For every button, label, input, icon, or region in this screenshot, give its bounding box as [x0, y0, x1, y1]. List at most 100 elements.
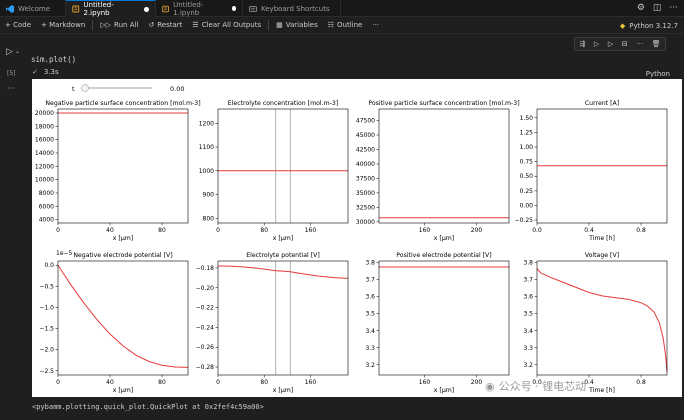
x-tick-label: 0.4 — [584, 227, 594, 234]
restart-icon: ↺ — [148, 21, 155, 29]
x-axis-label: x [μm] — [273, 387, 293, 394]
series-line — [536, 268, 668, 372]
x-axis-label: x [μm] — [113, 387, 133, 394]
axes-frame — [378, 260, 510, 376]
y-tick-label: 14000 — [35, 150, 54, 157]
y-tick-label: 0.00 — [520, 202, 534, 209]
axes-frame — [217, 108, 349, 224]
x-tick-label: 0 — [216, 379, 220, 386]
run-cell-icon[interactable]: ▷ — [6, 47, 13, 57]
cell-language[interactable]: Python — [645, 70, 670, 78]
x-tick-label: 0.8 — [636, 227, 646, 234]
kernel-picker[interactable]: ◆ Python 3.12.7 — [620, 17, 678, 34]
subplot-title: Negative electrode potential [V] — [73, 252, 172, 259]
split-cell-icon[interactable]: ⊟ — [621, 40, 628, 48]
axis-offset-text: 1e−5 — [56, 250, 73, 257]
y-tick-label: −0.25 — [515, 217, 534, 224]
subplot: Negative particle surface concentration … — [35, 100, 201, 242]
y-tick-label: 0.75 — [520, 159, 534, 166]
y-tick-label: 1.50 — [520, 115, 534, 122]
editor-actions: ⚙ ◫ ··· — [637, 3, 678, 13]
subplot: Electrolyte potential [V] −0.18 −0.20 −0.22… — [196, 252, 349, 394]
execute-below-icon[interactable]: ▷ — [607, 40, 614, 48]
y-tick-label: 40000 — [356, 161, 375, 168]
tab-untitled-2[interactable]: Untitled-2.ipynb — [66, 0, 156, 17]
notebook-toolbar: + Code + Markdown ▷▷ Run All ↺ Restart ☰… — [0, 17, 684, 34]
axes-frame — [536, 108, 668, 224]
chevron-down-icon[interactable]: ⌄ — [15, 48, 21, 55]
y-tick-label: 3.4 — [365, 328, 375, 335]
series-line — [57, 264, 189, 368]
add-code-button[interactable]: + Code — [5, 21, 32, 29]
unsaved-dot-icon[interactable] — [144, 6, 149, 12]
y-tick-label: 3.7 — [365, 277, 375, 284]
y-tick-label: −2.0 — [39, 347, 54, 354]
run-by-line-icon[interactable]: ⇶ — [579, 40, 586, 48]
tab-keyboard-shortcuts[interactable]: Keyboard Shortcuts — [243, 0, 341, 17]
output-more-icon[interactable]: ··· — [7, 84, 15, 93]
y-tick-label: −0.26 — [196, 344, 215, 351]
y-tick-label: 0.25 — [520, 188, 534, 195]
unsaved-dot-icon[interactable] — [231, 6, 236, 11]
outline-button[interactable]: ☷ Outline — [323, 17, 368, 34]
subplot-grid: Negative particle surface concentration … — [35, 100, 668, 394]
x-tick-label: 80 — [158, 227, 166, 234]
axes-frame — [57, 260, 189, 376]
add-markdown-button[interactable]: + Markdown — [41, 21, 86, 29]
keyboard-icon — [249, 5, 257, 12]
x-tick-label: 40 — [106, 227, 114, 234]
y-tick-label: 3.2 — [523, 362, 533, 369]
y-tick-label: 37500 — [356, 175, 375, 182]
trash-icon[interactable]: 🗑 — [651, 40, 661, 48]
y-tick-label: 18000 — [35, 123, 54, 130]
wechat-icon: ◉ — [485, 379, 495, 393]
y-tick-label: 3.8 — [365, 260, 375, 267]
x-tick-label: 200 — [471, 379, 483, 386]
editor-tab-bar: Welcome Untitled-2.ipynb Untitled-1.ipyn… — [0, 0, 684, 17]
y-tick-label: 800 — [203, 215, 215, 222]
cell-more-icon[interactable]: ··· — [636, 40, 644, 48]
x-tick-label: 0.0 — [532, 379, 542, 386]
kernel-label: Python 3.12.7 — [629, 21, 678, 30]
y-tick-label: 4000 — [39, 217, 54, 224]
restart-button[interactable]: ↺ Restart — [143, 17, 187, 34]
code-editor[interactable]: sim.plot() — [27, 52, 667, 68]
x-tick-label: 200 — [471, 227, 483, 234]
x-axis-label: x [μm] — [113, 235, 133, 242]
split-editor-icon[interactable]: ◫ — [652, 3, 662, 13]
execute-above-icon[interactable]: ▷ — [593, 40, 600, 48]
execution-count: [5] — [7, 70, 16, 77]
code-line: sim.plot() — [31, 55, 77, 64]
series-line — [217, 265, 349, 279]
subplot-title: Voltage [V] — [585, 252, 619, 259]
y-tick-label: 1200 — [199, 120, 214, 127]
tab-label: Keyboard Shortcuts — [261, 4, 330, 13]
x-tick-label: 0.0 — [532, 227, 542, 234]
run-all-icon: ▷▷ — [100, 21, 112, 29]
x-tick-label: 80 — [158, 379, 166, 386]
toolbar-more-button[interactable]: ··· — [372, 21, 380, 29]
variables-button[interactable]: ▦ Variables — [271, 17, 323, 34]
y-tick-label: 30000 — [356, 219, 375, 226]
outline-label: Outline — [337, 21, 363, 29]
y-tick-label: 1.00 — [520, 144, 534, 151]
tab-welcome[interactable]: Welcome — [0, 0, 66, 17]
x-axis-label: Time [h] — [588, 235, 615, 242]
x-tick-label: 0 — [216, 227, 220, 234]
tab-label: Untitled-1.ipynb — [173, 0, 204, 17]
cell-status: ✓ 3.3s — [32, 68, 59, 76]
slider-handle[interactable] — [81, 84, 89, 92]
run-all-button[interactable]: ▷▷ Run All — [95, 17, 143, 34]
y-tick-label: 20000 — [35, 110, 54, 117]
clear-outputs-button[interactable]: ☰ Clear All Outputs — [187, 17, 266, 34]
more-actions-icon[interactable]: ··· — [669, 3, 678, 13]
y-tick-label: 900 — [203, 192, 215, 199]
x-tick-label: 160 — [305, 227, 317, 234]
gear-icon[interactable]: ⚙ — [636, 3, 645, 13]
y-tick-label: −0.24 — [196, 324, 215, 331]
y-tick-label: 8000 — [39, 190, 54, 197]
tab-untitled-1[interactable]: Untitled-1.ipynb — [156, 0, 243, 17]
y-tick-label: 3.8 — [523, 260, 533, 267]
y-tick-label: 10000 — [35, 177, 54, 184]
subplot-title: Electrolyte concentration [mol.m-3] — [228, 100, 338, 107]
